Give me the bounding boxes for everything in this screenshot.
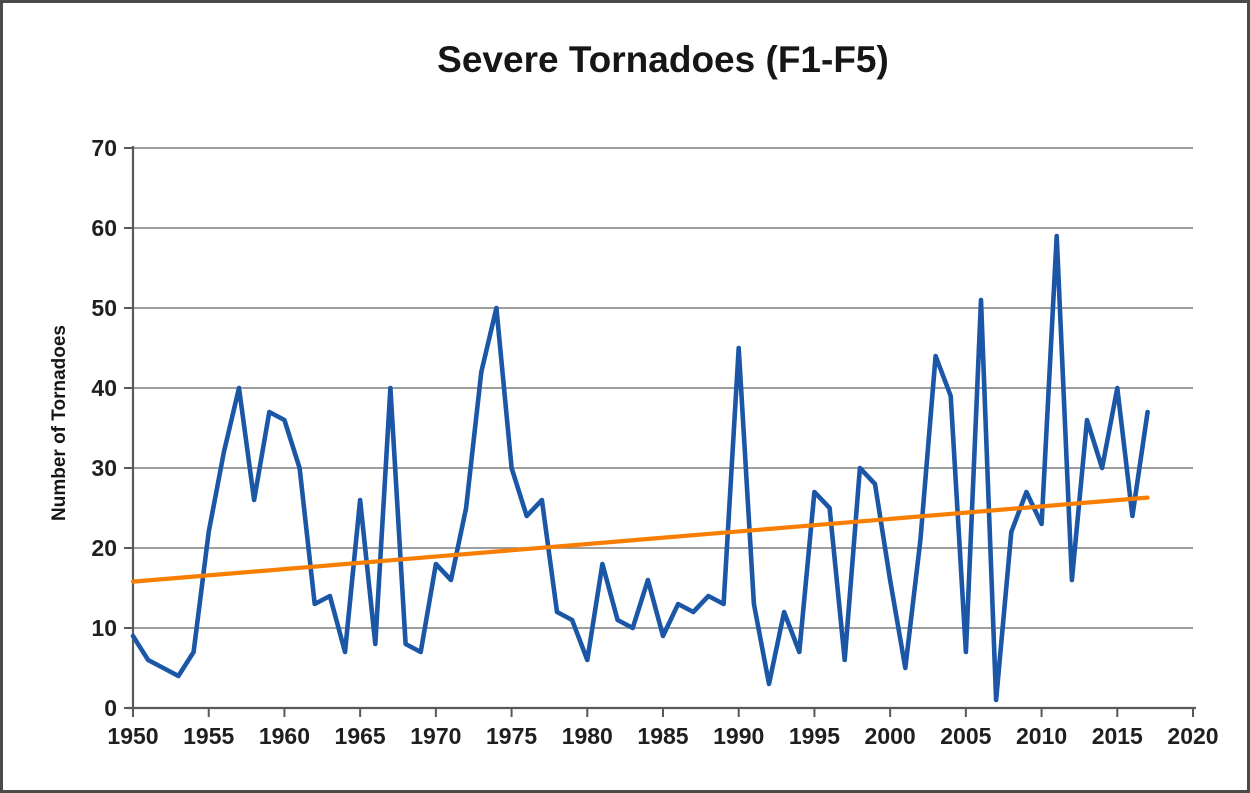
x-tick-label: 1955 — [183, 723, 234, 749]
y-tick-label: 70 — [91, 135, 117, 161]
x-tick-label: 2020 — [1167, 723, 1218, 749]
x-tick-label: 2010 — [1016, 723, 1067, 749]
x-tick-label: 1995 — [789, 723, 840, 749]
chart-title: Severe Tornadoes (F1-F5) — [437, 39, 889, 80]
y-tick-label: 50 — [91, 295, 117, 321]
x-tick-label: 1970 — [410, 723, 461, 749]
chart-canvas: 0 10 20 30 40 50 60 70 1950 1955 1960 1965 1970 1975 1… — [91, 135, 1218, 749]
x-tick-label: 1985 — [637, 723, 688, 749]
y-tick-label: 20 — [91, 535, 117, 561]
x-tick-label: 1975 — [486, 723, 537, 749]
x-tick-label: 1990 — [713, 723, 764, 749]
y-tick-label: 0 — [104, 695, 117, 721]
y-tick-label: 30 — [91, 455, 117, 481]
x-tick-label: 1965 — [335, 723, 386, 749]
severe-tornado-count-line — [130, 233, 1150, 703]
y-tick-label: 10 — [91, 615, 117, 641]
x-tick-label: 1950 — [107, 723, 158, 749]
x-tick-label: 2005 — [940, 723, 991, 749]
y-tick-label: 60 — [91, 215, 117, 241]
x-tick-label: 1960 — [259, 723, 310, 749]
x-tick-label: 2000 — [865, 723, 916, 749]
x-tick-label: 2015 — [1092, 723, 1143, 749]
linear-trend-line — [130, 495, 1150, 584]
y-tick-label: 40 — [91, 375, 117, 401]
x-tick-label: 1980 — [562, 723, 613, 749]
